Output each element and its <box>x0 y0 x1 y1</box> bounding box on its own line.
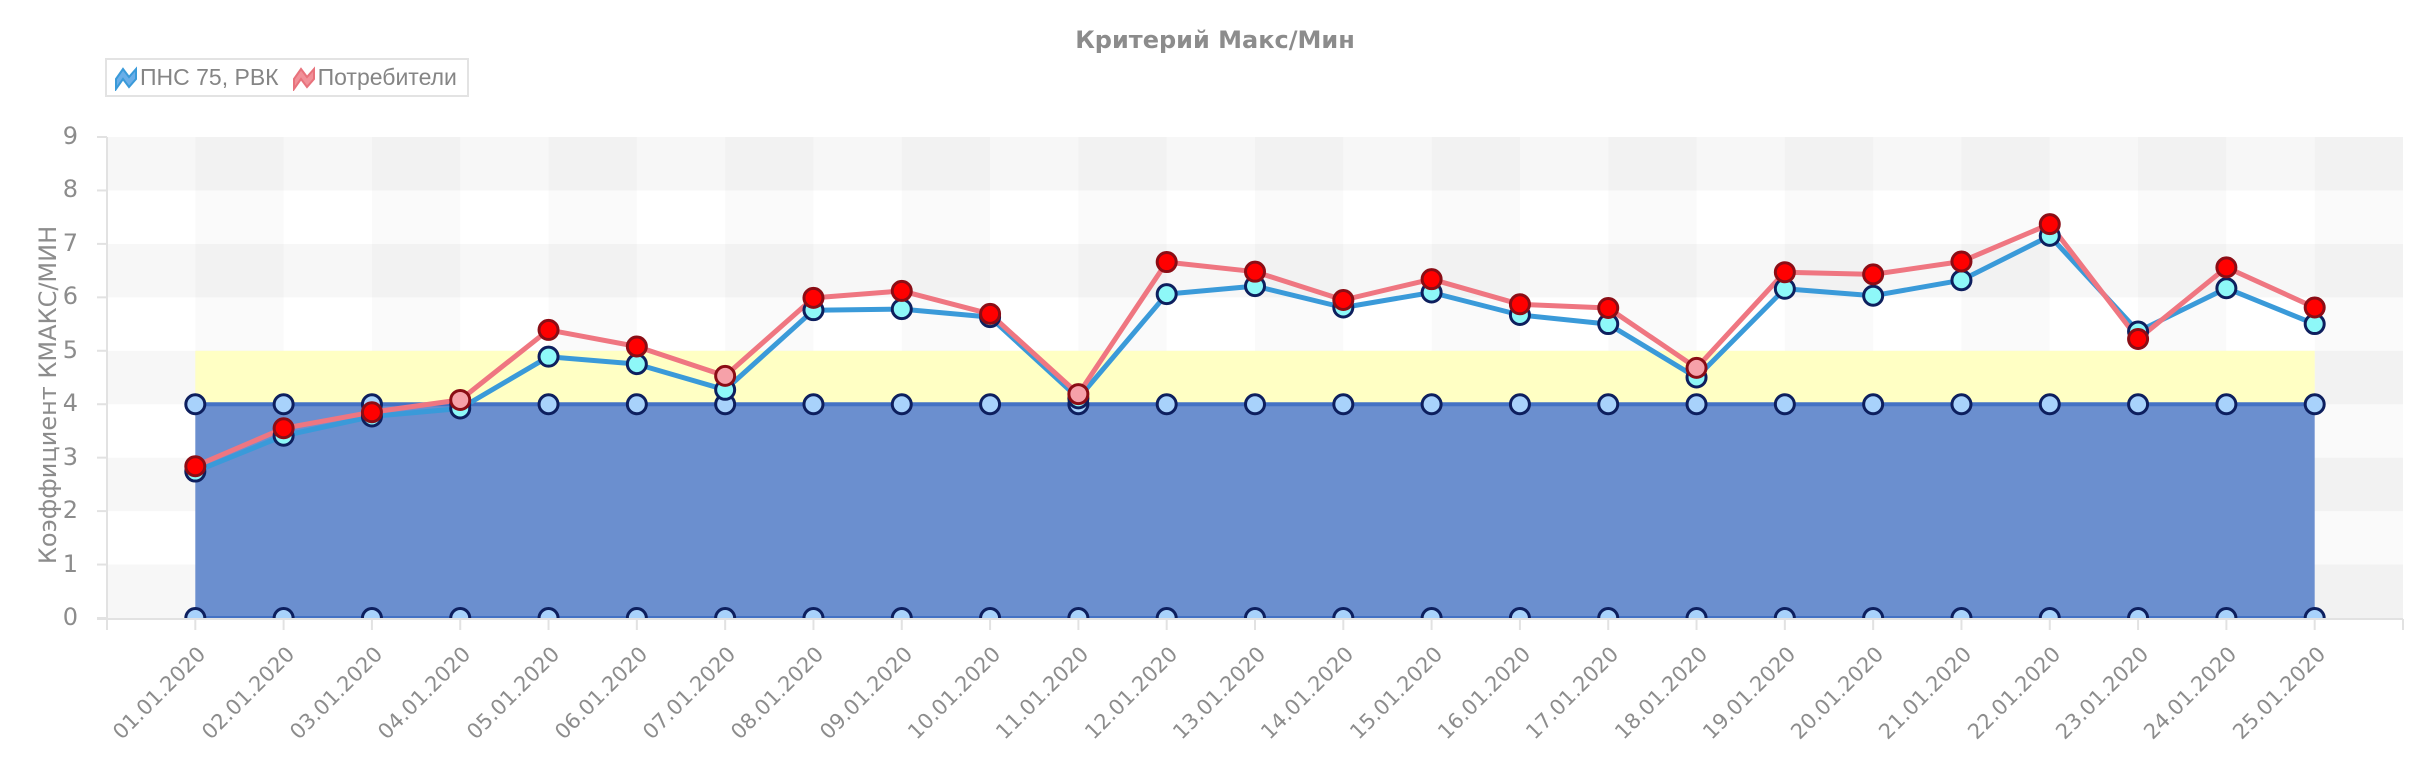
axes <box>97 136 2404 630</box>
band-low-marker[interactable] <box>1950 607 1973 628</box>
band-high-marker[interactable] <box>890 393 913 416</box>
consumers-data-point[interactable] <box>1155 251 1178 274</box>
legend-label: Потребители <box>317 64 457 90</box>
consumers-data-point[interactable] <box>272 417 295 440</box>
band-low-marker[interactable] <box>1420 607 1443 628</box>
band-low-marker[interactable] <box>1597 607 1620 628</box>
band-low-marker[interactable] <box>2303 607 2326 628</box>
consumers-data-point[interactable] <box>2038 213 2061 236</box>
pns-data-point[interactable] <box>2215 277 2238 300</box>
consumers-data-point[interactable] <box>360 401 383 424</box>
band-low-marker[interactable] <box>1067 607 1090 628</box>
band-high-marker[interactable] <box>802 393 825 416</box>
consumers-data-point[interactable] <box>1508 293 1531 316</box>
band-high-marker[interactable] <box>2215 393 2238 416</box>
consumers-data-point[interactable] <box>1862 263 1885 286</box>
band-high-marker[interactable] <box>1862 393 1885 416</box>
consumers-data-point[interactable] <box>1685 356 1708 379</box>
band-low-marker[interactable] <box>714 607 737 628</box>
legend-label: ПНС 75, РВК <box>140 64 279 90</box>
band-high-marker[interactable] <box>1597 393 1620 416</box>
band-high-marker[interactable] <box>1332 393 1355 416</box>
band-low-marker[interactable] <box>2038 607 2061 628</box>
band-low-marker[interactable] <box>1244 607 1266 628</box>
legend-item-consumers[interactable]: Потребители <box>292 64 457 91</box>
y-tick-label: 3 <box>62 442 78 471</box>
y-tick-label: 5 <box>62 335 78 364</box>
threshold-bands <box>195 350 2315 618</box>
band-high-marker[interactable] <box>537 393 560 416</box>
band-high-marker[interactable] <box>1244 393 1266 416</box>
y-tick-label: 9 <box>62 122 78 150</box>
band-low-marker[interactable] <box>360 607 383 628</box>
pns-data-point[interactable] <box>1950 269 1973 292</box>
band-high-marker[interactable] <box>272 393 295 416</box>
y-tick-label: 1 <box>62 549 78 578</box>
series-markers[interactable] <box>184 213 2326 628</box>
band-low-marker[interactable] <box>802 607 825 628</box>
band-high-marker[interactable] <box>2303 393 2326 416</box>
band-high-marker[interactable] <box>1508 393 1531 416</box>
band-high-marker[interactable] <box>2127 393 2150 416</box>
consumers-data-point[interactable] <box>2215 256 2238 279</box>
consumers-data-point[interactable] <box>1332 289 1355 312</box>
band-high-marker[interactable] <box>1773 393 1796 416</box>
band-low-marker[interactable] <box>537 607 560 628</box>
chart-title: Критерий Макс/Мин <box>1075 26 1355 54</box>
band-low-marker[interactable] <box>979 607 1002 628</box>
consumers-data-point[interactable] <box>1067 383 1090 406</box>
legend-item-pns[interactable]: ПНС 75, РВК <box>115 64 279 91</box>
legend: ПНС 75, РВК Потребители <box>105 58 469 97</box>
band-low-marker[interactable] <box>2127 607 2150 628</box>
band-low-marker[interactable] <box>1508 607 1531 628</box>
pns-data-point[interactable] <box>537 345 560 368</box>
band-low-marker[interactable] <box>625 607 648 628</box>
consumers-data-point[interactable] <box>714 364 737 387</box>
y-tick-label: 8 <box>62 175 78 204</box>
band-low-marker[interactable] <box>449 607 472 628</box>
band-low-marker[interactable] <box>1155 607 1178 628</box>
band-high-marker[interactable] <box>184 393 207 416</box>
consumers-data-point[interactable] <box>449 388 472 411</box>
band-low-marker[interactable] <box>1773 607 1796 628</box>
pns-data-point[interactable] <box>1155 283 1178 306</box>
band-high-marker[interactable] <box>1950 393 1973 416</box>
band-low-marker[interactable] <box>272 607 295 628</box>
consumers-data-point[interactable] <box>2127 328 2150 351</box>
y-tick-label: 6 <box>62 282 78 311</box>
band-high-marker[interactable] <box>1685 393 1708 416</box>
band-high-marker[interactable] <box>979 393 1002 416</box>
y-tick-label: 7 <box>62 228 78 257</box>
band-high-marker[interactable] <box>2038 393 2061 416</box>
y-tick-label: 0 <box>62 603 78 631</box>
band-low-marker[interactable] <box>184 607 207 628</box>
consumers-data-point[interactable] <box>1244 260 1266 283</box>
consumers-data-point[interactable] <box>1597 297 1620 320</box>
consumers-data-point[interactable] <box>890 279 913 302</box>
band-low-marker[interactable] <box>1862 607 1885 628</box>
series-blue-icon <box>115 65 137 91</box>
band-high-marker[interactable] <box>1420 393 1443 416</box>
consumers-data-point[interactable] <box>1420 268 1443 291</box>
pns-data-point[interactable] <box>890 298 913 321</box>
band-low-marker[interactable] <box>1332 607 1355 628</box>
consumers-data-point[interactable] <box>1773 261 1796 284</box>
band-low-marker[interactable] <box>1685 607 1708 628</box>
y-tick-label: 2 <box>62 496 78 525</box>
pns-data-point[interactable] <box>1862 284 1885 307</box>
consumers-data-point[interactable] <box>1950 250 1973 273</box>
band-low-marker[interactable] <box>2215 607 2238 628</box>
band-high-marker[interactable] <box>625 393 648 416</box>
y-tick-label: 4 <box>62 389 78 418</box>
consumers-data-point[interactable] <box>537 318 560 341</box>
consumers-data-point[interactable] <box>979 302 1002 325</box>
band-high-marker[interactable] <box>1155 393 1178 416</box>
band-low-marker[interactable] <box>890 607 913 628</box>
consumers-data-point[interactable] <box>625 335 648 358</box>
consumers-data-point[interactable] <box>802 286 825 309</box>
consumers-data-point[interactable] <box>184 455 207 478</box>
consumers-data-point[interactable] <box>2303 296 2326 319</box>
series-red-icon <box>292 65 315 91</box>
